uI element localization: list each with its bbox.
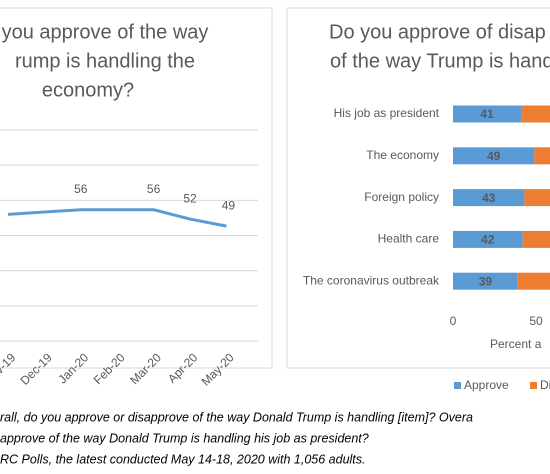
left-panel — [0, 7, 273, 369]
data-label: 49 — [487, 149, 501, 163]
y-tick-label: The economy — [366, 148, 439, 162]
line — [7, 208, 227, 228]
bar-segment — [453, 189, 525, 207]
footnote: RC Polls, the latest conducted May 14-18… — [0, 452, 366, 466]
y-tick-label: His job as president — [334, 106, 440, 120]
chart-title: economy? — [42, 79, 134, 101]
legend-swatch — [454, 382, 461, 389]
data-label: 43 — [482, 191, 496, 205]
chart-title: Do you approve of disap — [329, 21, 546, 43]
y-tick-label: Foreign policy — [364, 190, 439, 204]
legend-swatch — [530, 382, 537, 389]
data-label: 39 — [479, 274, 493, 288]
chart-title: of the way Trump is hand — [330, 50, 550, 72]
bar-segment — [453, 105, 522, 123]
y-tick-label: Health care — [378, 232, 440, 246]
bar-segment — [453, 230, 523, 248]
legend-label: Di — [540, 378, 550, 392]
chart-title: you approve of the way — [2, 21, 209, 43]
data-label: 49 — [222, 198, 236, 212]
bar-segment — [521, 105, 550, 123]
bar-segment — [522, 230, 550, 248]
x-axis-label: Percent a — [490, 337, 542, 351]
footnote: rall, do you approve or disapprove of th… — [0, 410, 473, 424]
bar-segment — [517, 272, 550, 290]
bar-segment — [453, 147, 535, 165]
data-label: 41 — [480, 107, 494, 121]
data-label: 52 — [183, 191, 197, 205]
right-panel — [286, 7, 550, 369]
x-tick-label: 50 — [529, 314, 543, 328]
x-tick-label: 0 — [450, 314, 457, 328]
data-label: 56 — [147, 182, 161, 196]
bar-segment — [453, 272, 518, 290]
legend-label: Approve — [464, 378, 509, 392]
data-label: 56 — [74, 182, 88, 196]
bar-segment — [534, 147, 550, 165]
y-tick-label: The coronavirus outbreak — [303, 273, 440, 287]
data-label: 42 — [481, 233, 495, 247]
footnote: approve of the way Donald Trump is handl… — [0, 431, 369, 445]
chart-title: rump is handling the — [15, 50, 195, 72]
bar-segment — [524, 189, 550, 207]
